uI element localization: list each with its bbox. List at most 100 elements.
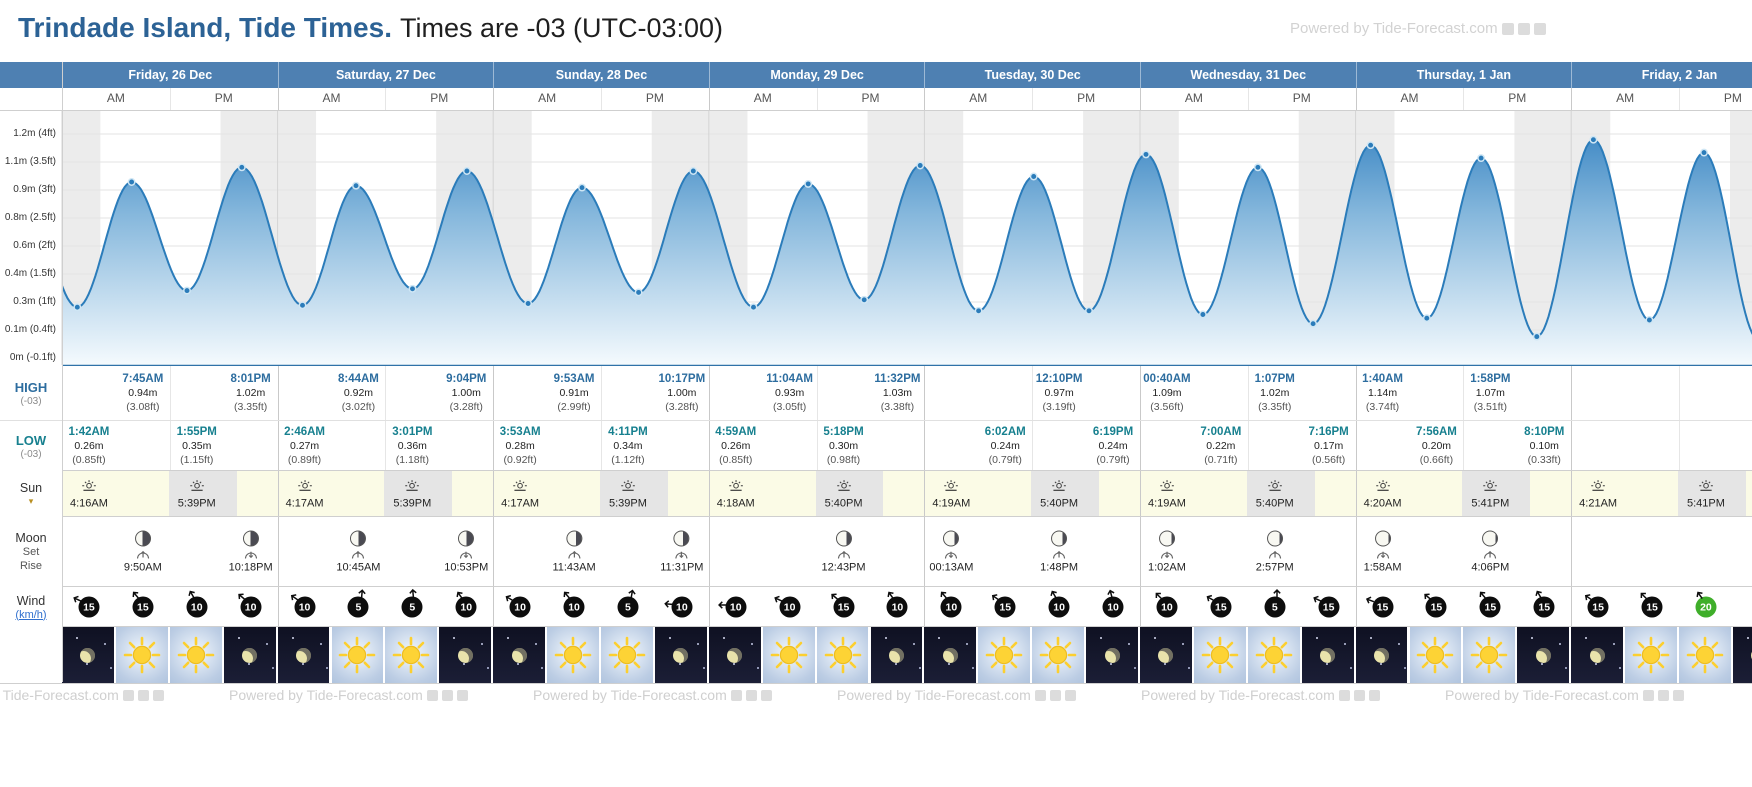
half-day-divider	[601, 421, 602, 471]
wind-speed-badge: 15	[1210, 596, 1232, 618]
low-row-label: LOW	[15, 432, 47, 448]
day-header: Wednesday, 31 Dec	[1140, 62, 1356, 88]
low-tide-entry: 2:46AM 0.27m (0.89ft)	[253, 425, 357, 467]
tide-chart: 1.4m (4.5ft) 1.2m (4ft) 1.1m (3.5ft) 0.9m (…	[0, 110, 1752, 367]
weather-cell-night	[708, 627, 762, 683]
high-row-timezone: (-03)	[20, 395, 42, 407]
tide-height-ft: (0.71ft)	[1204, 454, 1238, 466]
day-divider	[277, 517, 279, 587]
high-tide-marker	[689, 167, 698, 175]
low-tide-entry: 4:59AM 0.26m (0.85ft)	[684, 425, 788, 467]
wind-indicator: 5	[617, 589, 639, 618]
sunrise-entry: 4:17AM	[286, 479, 324, 510]
watermark-icon	[745, 689, 757, 701]
moon-time: 10:53PM	[444, 561, 489, 574]
sunset-shade	[384, 471, 453, 517]
half-day-divider	[385, 421, 387, 471]
tide-height-m: 0.94m	[128, 387, 158, 399]
half-day-divider	[1679, 366, 1680, 420]
half-day-divider	[1032, 421, 1034, 471]
ampm-am-label: AM	[753, 91, 772, 105]
wind-speed-badge: 5	[401, 596, 423, 618]
tide-height-ft: (3.28ft)	[665, 401, 699, 413]
tide-height-m: 0.91m	[559, 387, 589, 399]
star-dots	[879, 633, 881, 635]
weather-cell-night	[654, 627, 708, 683]
tide-height-m: 1.02m	[1260, 387, 1290, 399]
tide-height-ft: (1.12ft)	[611, 454, 645, 466]
day-divider	[924, 366, 926, 420]
high-tide-marker	[916, 161, 925, 170]
page-title: Trindade Island, Tide Times.	[18, 12, 392, 43]
tide-height-ft: (0.85ft)	[719, 454, 753, 466]
wind-direction-arrow	[882, 588, 897, 603]
wind-direction-arrow	[1045, 587, 1060, 602]
wind-indicator: 20	[1695, 591, 1717, 618]
moonrise-entry: 9:50AM	[124, 530, 162, 574]
ampm-half-divider	[169, 88, 171, 110]
moonset-entry: 1:02AM	[1148, 530, 1186, 574]
sunset-icon	[621, 480, 635, 491]
sunrise-entry: 4:17AM	[501, 479, 539, 510]
sunset-time: 5:39PM	[608, 497, 647, 510]
moonrise-arc-icon	[1484, 550, 1497, 559]
wind-indicator: 10	[886, 591, 908, 618]
wind-direction-arrow	[405, 587, 417, 599]
high-tide-marker	[804, 179, 813, 188]
low-row-timezone: (-03)	[20, 448, 42, 460]
weather-cell-day	[762, 627, 816, 683]
day-divider	[1571, 471, 1573, 517]
half-day-divider	[1463, 421, 1465, 471]
wind-direction-arrow	[1362, 595, 1376, 609]
moon-row: Moon Set Rise 9:50AM 10:18PM 10:45AM 10:53P…	[0, 516, 1752, 587]
weather-cell-night	[1301, 627, 1355, 683]
moon-time: 11:43AM	[552, 561, 596, 574]
sunset-shade	[1462, 471, 1531, 517]
moon-time: 00:13AM	[929, 561, 974, 574]
high-tide-marker	[1253, 163, 1262, 172]
wind-direction-arrow	[182, 587, 197, 602]
high-row-header: HIGH (-03)	[0, 366, 62, 420]
moon-phase-icon	[1158, 530, 1175, 547]
moon-phase-icon	[1051, 530, 1068, 547]
weather-cell-day	[1679, 627, 1732, 683]
moon-time: 4:06PM	[1471, 561, 1510, 574]
weather-cell-night	[870, 627, 924, 683]
moon-set-label: Set	[22, 546, 40, 558]
tide-time: 8:10PM	[1524, 426, 1565, 438]
sunrise-entry: 4:19AM	[932, 479, 970, 510]
day-divider	[277, 366, 279, 420]
weather-cell-night	[1517, 627, 1571, 683]
wind-indicator: 5	[347, 589, 369, 618]
wind-indicator: 15	[1366, 596, 1394, 618]
tide-height-ft: (3.35ft)	[234, 401, 268, 413]
wind-indicator: 10	[940, 591, 962, 618]
watermark-icon	[1353, 689, 1365, 701]
wind-direction-arrow	[126, 589, 141, 604]
watermark-icon	[137, 689, 149, 701]
low-tide-entry: 7:56AM 0.20m (0.66ft)	[1384, 425, 1488, 467]
ampm-am-label: AM	[322, 91, 341, 105]
day-divider	[708, 421, 710, 471]
wind-indicator: 10	[774, 595, 801, 618]
star-dots	[1525, 633, 1527, 635]
sunset-entry: 5:39PM	[609, 479, 647, 510]
low-tide-marker	[1309, 319, 1318, 328]
low-tide-marker	[860, 295, 869, 304]
tide-height-m: 0.24m	[1098, 440, 1128, 452]
moon-time: 10:45AM	[336, 561, 381, 574]
high-tide-entry: 9:53AM 0.91m (2.99ft)	[522, 372, 626, 414]
wind-indicator: 10	[1048, 590, 1070, 618]
half-day-divider	[1247, 421, 1249, 471]
wind-row-label: Wind	[16, 593, 46, 608]
low-tide-marker	[1422, 314, 1431, 323]
wind-indicator: 15	[831, 593, 855, 618]
sun-expand-toggle[interactable]: ▾	[28, 496, 34, 506]
wind-unit-link[interactable]: (km/h)	[15, 608, 47, 621]
wind-indicator: 10	[1155, 592, 1178, 618]
moon-icon	[1320, 647, 1336, 663]
moon-icon	[1589, 647, 1605, 663]
weather-cell-day	[1463, 627, 1517, 683]
moon-icon	[727, 647, 743, 663]
low-tide-row: LOW (-03) 1:42AM 0.26m (0.85ft) 1:55PM 0.35m…	[0, 420, 1752, 471]
